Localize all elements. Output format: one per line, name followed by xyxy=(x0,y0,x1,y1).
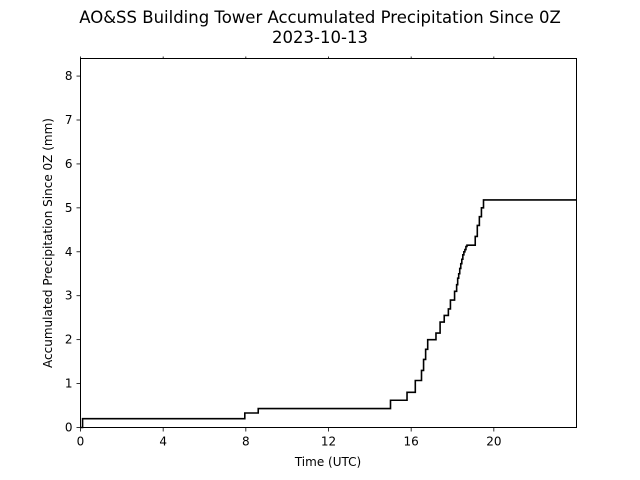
x-tick-label: 8 xyxy=(242,435,250,449)
chart-subtitle: 2023-10-13 xyxy=(272,28,368,47)
chart-title: AO&SS Building Tower Accumulated Precipi… xyxy=(79,8,561,27)
x-tick-label: 4 xyxy=(159,435,167,449)
plot-area xyxy=(80,58,577,428)
x-tick-label: 16 xyxy=(404,435,419,449)
y-tick-label: 4 xyxy=(65,245,73,259)
x-tick-label: 12 xyxy=(321,435,336,449)
x-tick-label: 20 xyxy=(486,435,501,449)
y-tick-label: 6 xyxy=(65,157,73,171)
y-tick-label: 2 xyxy=(65,333,73,347)
plot-frame xyxy=(80,58,577,428)
y-tick-label: 8 xyxy=(65,69,73,83)
y-tick-label: 3 xyxy=(65,289,73,303)
y-axis-label: Accumulated Precipitation Since 0Z (mm) xyxy=(41,118,55,368)
y-tick-label: 5 xyxy=(65,201,73,215)
y-tick-label: 1 xyxy=(65,377,73,391)
y-tick-label: 7 xyxy=(65,113,73,127)
x-axis-label: Time (UTC) xyxy=(294,455,361,469)
x-tick-label: 0 xyxy=(77,435,85,449)
y-tick-label: 0 xyxy=(65,421,73,435)
series-line xyxy=(80,199,577,429)
